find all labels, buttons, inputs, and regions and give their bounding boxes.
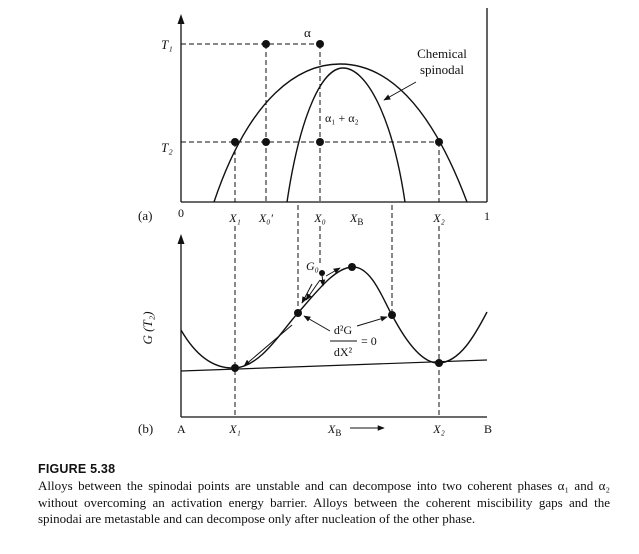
second-derivative-pointer-right [356,316,388,327]
caption-text: Alloys between the spinodai points are u… [38,478,610,527]
panel-b: d²G dX² = 0 G₀ G (T₂) (b) A X₁ XB X₂ B [138,234,492,438]
spinodal-connectors [234,205,440,417]
point-g-x2 [435,359,443,367]
tick-x1: X₁ [228,211,241,225]
t1-label: T₁ [161,37,173,52]
chemical-spinodal-label-line1: Chemical [417,46,467,61]
second-derivative-equals: = 0 [361,334,377,348]
figure-caption: FIGURE 5.38 Alloys between the spinodai … [38,462,610,528]
panel-b-y-axis-arrow [177,234,185,244]
t2-label: T₂ [161,140,173,155]
decomposition-arrow-4 [319,273,326,287]
tangent-arrow [243,324,293,367]
g0-label: G₀ [306,259,319,273]
tick-a: A [177,422,186,436]
decomposition-arrow-2 [305,279,321,301]
second-derivative-pointer-left [303,315,331,332]
panel-a: (a) T₁ T₂ α α₁ + α₂ Chemical spinodal 0 … [138,8,490,227]
point-g-x1 [231,364,239,372]
miscibility-gap-curve [213,63,468,203]
alpha-label: α [304,25,311,40]
tick-x2: X₂ [432,211,445,225]
point-max [348,263,356,271]
tick-b-x1: X₁ [228,422,241,436]
point-t2-x2 [435,138,443,146]
chemical-spinodal-pointer [383,81,417,101]
spinodal-diagram: (a) T₁ T₂ α α₁ + α₂ Chemical spinodal 0 … [138,8,492,438]
panel-a-y-axis-arrow [177,14,185,24]
panel-b-label: (b) [138,421,153,436]
chemical-spinodal-label-line2: spinodal [420,62,464,77]
point-t2-x0-prime [262,138,270,146]
decomposition-arrow-3 [325,267,341,277]
caption-title: FIGURE 5.38 [38,462,116,476]
tick-b: B [484,422,492,436]
second-derivative-denominator: dX² [334,345,353,359]
panel-b-ylabel: G (T₂) [140,311,155,344]
point-t1-x0-prime [262,40,270,48]
tick-x0: X₀ [313,211,326,225]
point-left-spinodal [294,309,302,317]
two-phase-label: α₁ + α₂ [325,111,359,125]
point-t1-x0 [316,40,324,48]
tick-b-x2: X₂ [432,422,445,436]
panel-a-label: (a) [138,208,152,223]
chemical-spinodal-curve [286,67,406,203]
tick-xb: XB [349,211,363,227]
tick-x0-prime: X₀′ [258,211,274,225]
point-t2-x1 [231,138,239,146]
point-g0 [319,270,325,276]
second-derivative-numerator: d²G [334,323,353,337]
tick-one: 1 [484,209,490,223]
tick-zero: 0 [178,206,184,220]
tick-b-xb: XB [327,422,341,438]
point-t2-x0 [316,138,324,146]
point-right-spinodal [388,311,396,319]
